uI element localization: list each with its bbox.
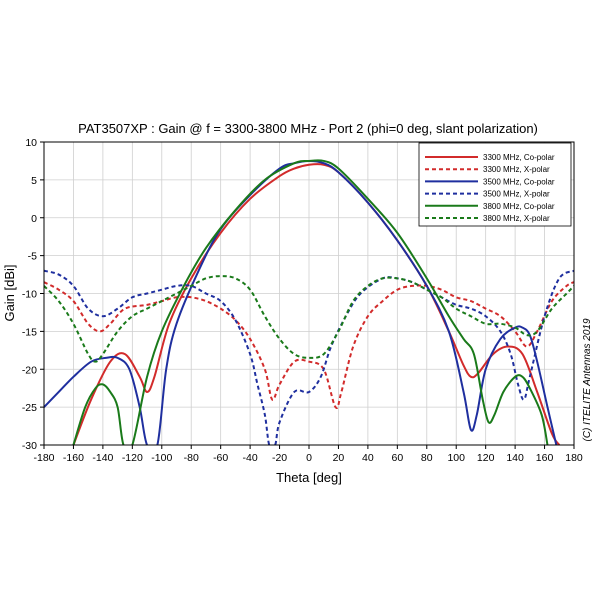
legend-label: 3800 MHz, X-polar <box>483 214 550 223</box>
y-tick-label: 10 <box>25 137 37 149</box>
y-tick-label: -30 <box>22 440 37 452</box>
x-tick-label: -80 <box>184 452 199 464</box>
legend-label: 3800 MHz, Co-polar <box>483 202 555 211</box>
legend-label: 3500 MHz, Co-polar <box>483 177 555 186</box>
y-axis-label: Gain [dBi] <box>2 264 17 321</box>
x-axis-ticks: -180 -160 -140 -120 -100 -80 -60 -40 -20 0 20 40 60 8… <box>33 445 583 464</box>
y-axis-ticks: 10 5 0 -5 -10 -15 -20 -25 -30 <box>22 137 44 452</box>
x-tick-label: 0 <box>306 452 312 464</box>
x-tick-label: 20 <box>333 452 345 464</box>
legend-label: 3300 MHz, Co-polar <box>483 153 555 162</box>
x-tick-label: 40 <box>362 452 374 464</box>
x-tick-label: 100 <box>447 452 465 464</box>
x-tick-label: 120 <box>477 452 495 464</box>
y-tick-label: -5 <box>28 251 37 263</box>
y-tick-label: -25 <box>22 402 37 414</box>
x-tick-label: 60 <box>391 452 403 464</box>
x-axis-label: Theta [deg] <box>276 470 342 485</box>
x-tick-label: -140 <box>92 452 113 464</box>
y-tick-label: -10 <box>22 289 37 301</box>
series-line-3800-mhz-co-polar <box>72 159 549 445</box>
x-tick-label: -60 <box>213 452 228 464</box>
series-layer <box>44 159 574 445</box>
x-tick-label: -100 <box>151 452 172 464</box>
y-tick-label: -20 <box>22 364 37 376</box>
y-tick-label: -15 <box>22 326 37 338</box>
y-tick-label: 0 <box>31 213 37 225</box>
x-tick-label: -20 <box>272 452 287 464</box>
x-tick-label: 80 <box>421 452 433 464</box>
series-line-3500-mhz-x-polar <box>44 269 574 445</box>
series-line-3300-mhz-co-polar <box>72 163 561 445</box>
series-line-3800-mhz-x-polar <box>44 275 574 363</box>
x-tick-label: 180 <box>565 452 583 464</box>
copyright-text: (C) ITELITE Antennas 2019 <box>582 318 593 441</box>
x-tick-label: 160 <box>536 452 554 464</box>
legend-label: 3300 MHz, X-polar <box>483 165 550 174</box>
series-line-3300-mhz-x-polar <box>44 281 574 409</box>
x-tick-label: -160 <box>63 452 84 464</box>
legend-label: 3500 MHz, X-polar <box>483 190 550 199</box>
chart-title: PAT3507XP : Gain @ f = 3300-3800 MHz - P… <box>78 121 538 136</box>
legend: 3300 MHz, Co-polar 3300 MHz, X-polar 3500 … <box>418 142 572 227</box>
x-tick-label: -120 <box>122 452 143 464</box>
x-tick-label: -180 <box>33 452 54 464</box>
x-tick-label: 140 <box>506 452 524 464</box>
x-tick-label: -40 <box>243 452 258 464</box>
y-tick-label: 5 <box>31 175 37 187</box>
